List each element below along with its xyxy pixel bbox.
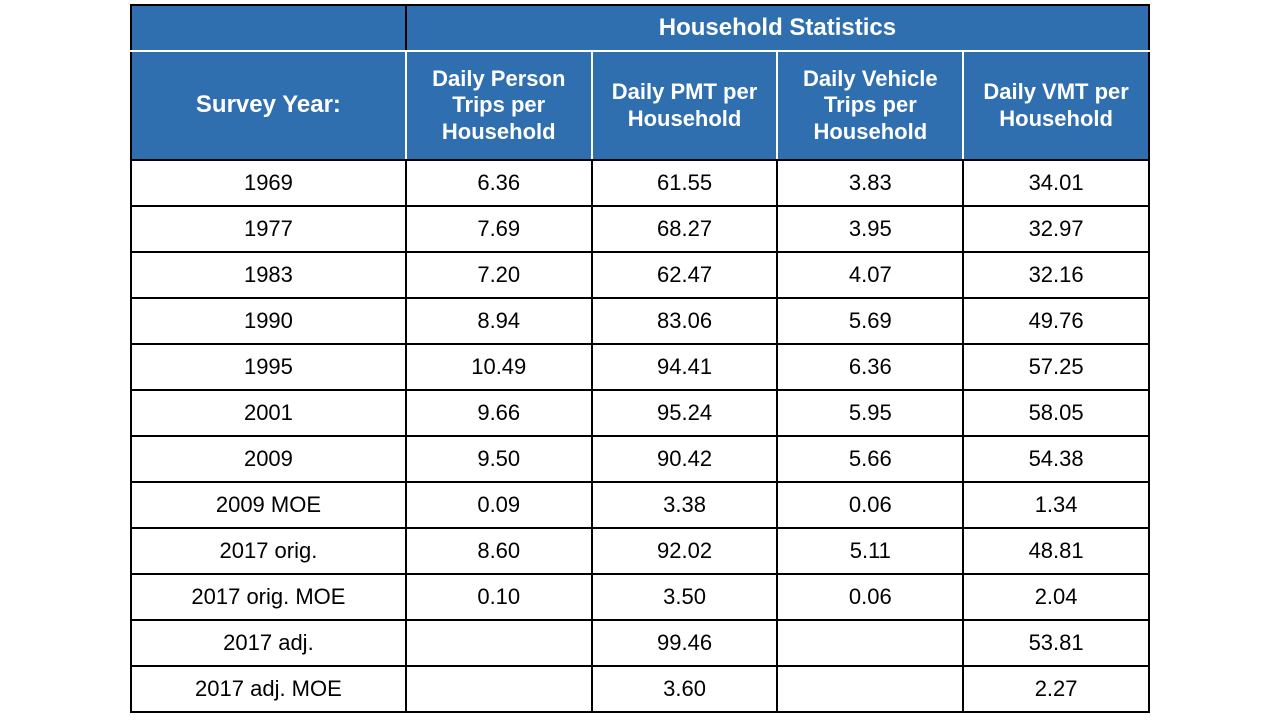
data-cell: 48.81 xyxy=(963,528,1149,574)
table-row: 2017 orig.8.6092.025.1148.81 xyxy=(131,528,1149,574)
table-row: 2017 orig. MOE0.103.500.062.04 xyxy=(131,574,1149,620)
data-cell: 32.97 xyxy=(963,206,1149,252)
header-row-2: Survey Year: Daily Person Trips per Hous… xyxy=(131,51,1149,160)
table-row: 20019.6695.245.9558.05 xyxy=(131,390,1149,436)
data-cell: 58.05 xyxy=(963,390,1149,436)
data-cell: 8.94 xyxy=(406,298,592,344)
data-cell: 0.09 xyxy=(406,482,592,528)
data-cell: 0.06 xyxy=(777,482,963,528)
year-cell: 2001 xyxy=(131,390,406,436)
data-cell: 94.41 xyxy=(592,344,778,390)
header-row-1: Household Statistics xyxy=(131,5,1149,51)
table-row: 2009 MOE0.093.380.061.34 xyxy=(131,482,1149,528)
data-cell: 3.38 xyxy=(592,482,778,528)
data-cell: 2.04 xyxy=(963,574,1149,620)
data-cell: 5.66 xyxy=(777,436,963,482)
table-row: 19696.3661.553.8334.01 xyxy=(131,160,1149,206)
data-cell: 2.27 xyxy=(963,666,1149,712)
data-cell: 57.25 xyxy=(963,344,1149,390)
table-row: 19837.2062.474.0732.16 xyxy=(131,252,1149,298)
table-row: 19777.6968.273.9532.97 xyxy=(131,206,1149,252)
year-cell: 2017 orig. xyxy=(131,528,406,574)
data-cell: 92.02 xyxy=(592,528,778,574)
data-cell: 0.06 xyxy=(777,574,963,620)
data-cell: 9.50 xyxy=(406,436,592,482)
year-cell: 2009 MOE xyxy=(131,482,406,528)
year-cell: 1969 xyxy=(131,160,406,206)
col-header-1: Daily PMT per Household xyxy=(592,51,778,160)
data-cell: 9.66 xyxy=(406,390,592,436)
year-cell: 2009 xyxy=(131,436,406,482)
data-cell: 8.60 xyxy=(406,528,592,574)
data-cell: 49.76 xyxy=(963,298,1149,344)
year-cell: 1995 xyxy=(131,344,406,390)
data-cell: 0.10 xyxy=(406,574,592,620)
year-cell: 2017 orig. MOE xyxy=(131,574,406,620)
data-cell: 5.11 xyxy=(777,528,963,574)
col-header-0: Daily Person Trips per Household xyxy=(406,51,592,160)
data-cell xyxy=(777,666,963,712)
year-cell: 2017 adj. xyxy=(131,620,406,666)
data-cell: 34.01 xyxy=(963,160,1149,206)
data-cell: 3.83 xyxy=(777,160,963,206)
data-cell: 5.69 xyxy=(777,298,963,344)
year-cell: 1977 xyxy=(131,206,406,252)
table-row: 19908.9483.065.6949.76 xyxy=(131,298,1149,344)
table-body: 19696.3661.553.8334.0119777.6968.273.953… xyxy=(131,160,1149,712)
data-cell: 53.81 xyxy=(963,620,1149,666)
table-row: 2017 adj. MOE 3.60 2.27 xyxy=(131,666,1149,712)
data-cell: 10.49 xyxy=(406,344,592,390)
data-cell: 3.50 xyxy=(592,574,778,620)
row-header-label: Survey Year: xyxy=(131,51,406,160)
data-cell: 83.06 xyxy=(592,298,778,344)
year-cell: 2017 adj. MOE xyxy=(131,666,406,712)
col-header-3: Daily VMT per Household xyxy=(963,51,1149,160)
group-header: Household Statistics xyxy=(406,5,1149,51)
data-cell: 62.47 xyxy=(592,252,778,298)
table-row: 20099.5090.425.6654.38 xyxy=(131,436,1149,482)
data-cell: 32.16 xyxy=(963,252,1149,298)
data-cell: 54.38 xyxy=(963,436,1149,482)
data-cell: 61.55 xyxy=(592,160,778,206)
data-cell: 90.42 xyxy=(592,436,778,482)
data-cell xyxy=(777,620,963,666)
data-cell: 1.34 xyxy=(963,482,1149,528)
table-head: Household Statistics Survey Year: Daily … xyxy=(131,5,1149,160)
data-cell: 99.46 xyxy=(592,620,778,666)
data-cell xyxy=(406,620,592,666)
data-cell: 68.27 xyxy=(592,206,778,252)
household-stats-table-wrap: Household Statistics Survey Year: Daily … xyxy=(130,4,1150,713)
household-stats-table: Household Statistics Survey Year: Daily … xyxy=(130,4,1150,713)
data-cell: 7.20 xyxy=(406,252,592,298)
data-cell: 5.95 xyxy=(777,390,963,436)
year-cell: 1983 xyxy=(131,252,406,298)
year-cell: 1990 xyxy=(131,298,406,344)
data-cell: 7.69 xyxy=(406,206,592,252)
table-row: 199510.4994.416.3657.25 xyxy=(131,344,1149,390)
data-cell: 6.36 xyxy=(406,160,592,206)
data-cell xyxy=(406,666,592,712)
data-cell: 4.07 xyxy=(777,252,963,298)
corner-cell xyxy=(131,5,406,51)
data-cell: 95.24 xyxy=(592,390,778,436)
table-row: 2017 adj. 99.46 53.81 xyxy=(131,620,1149,666)
data-cell: 3.60 xyxy=(592,666,778,712)
data-cell: 6.36 xyxy=(777,344,963,390)
data-cell: 3.95 xyxy=(777,206,963,252)
col-header-2: Daily Vehicle Trips per Household xyxy=(777,51,963,160)
